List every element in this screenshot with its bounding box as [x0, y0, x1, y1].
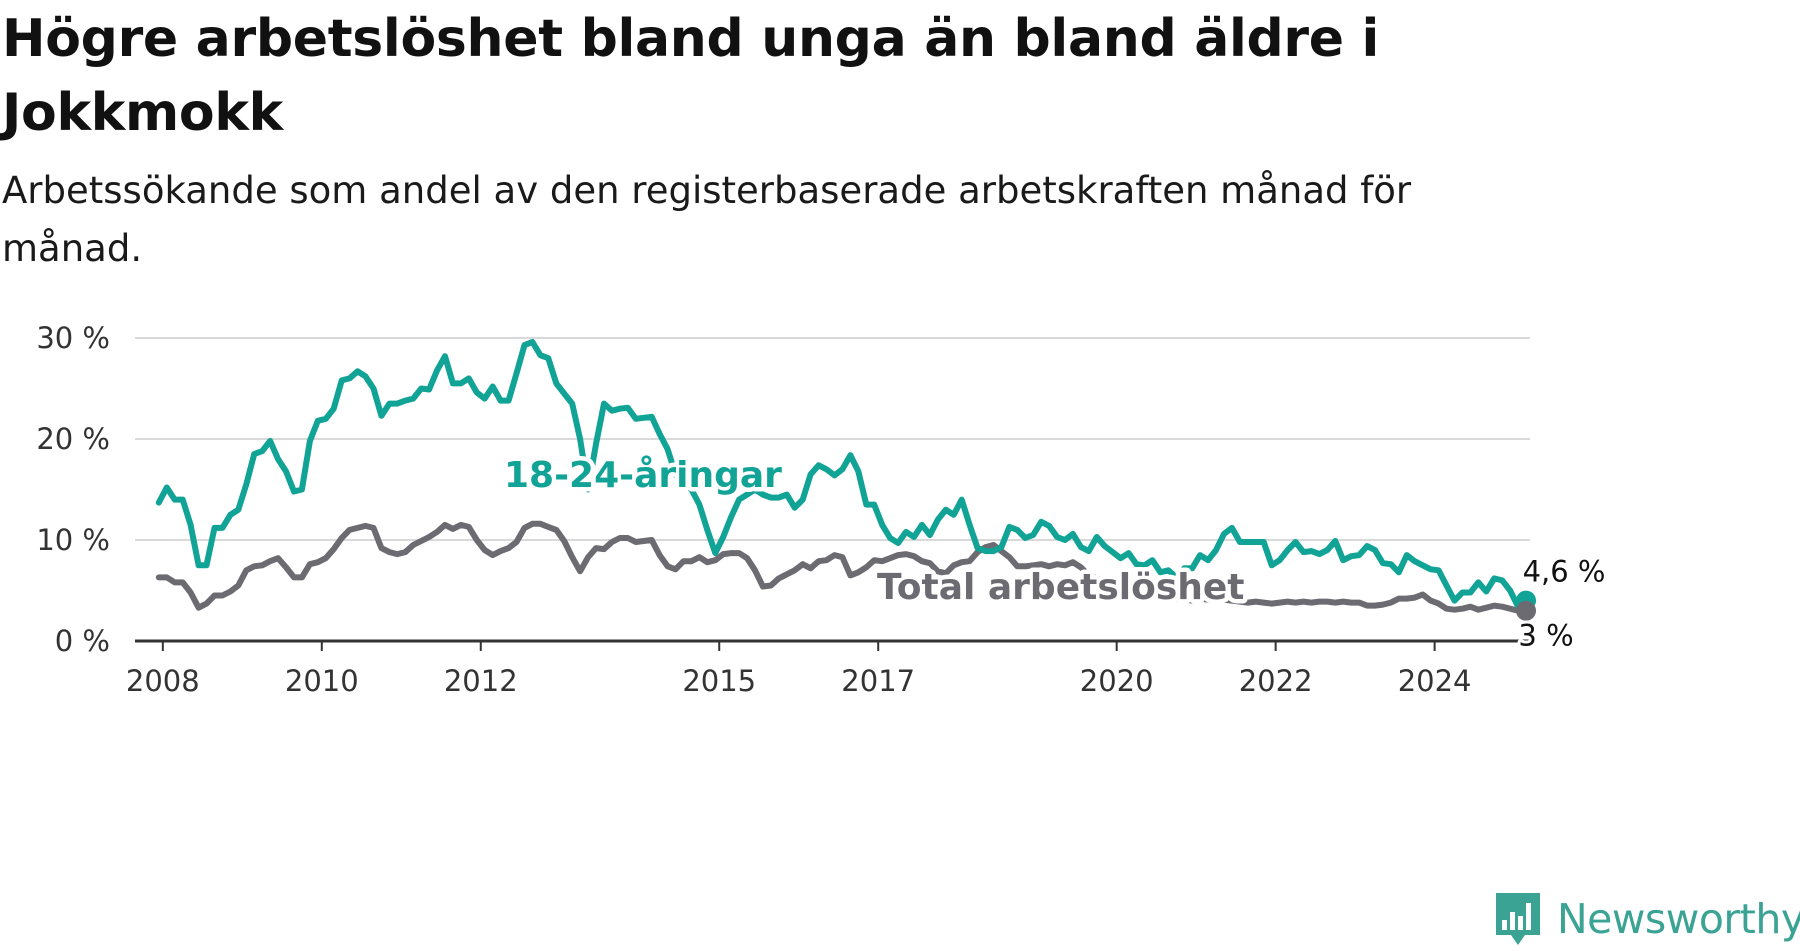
series-label-total-arbetsl-shet: Total arbetslöshet	[877, 567, 1245, 608]
newsworthy-logo-icon	[1496, 893, 1540, 945]
y-tick-label: 20 %	[36, 422, 110, 456]
series-labels: 4,6 % 3 % 18-24-åringar Total arbetslöshet	[500, 451, 1609, 656]
x-tick-label: 2010	[285, 664, 359, 698]
x-tick-label: 2008	[126, 664, 200, 698]
y-axis: 0 % 10 % 20 % 30 %	[36, 321, 110, 658]
gridlines	[135, 337, 1530, 541]
x-tick-label: 2012	[444, 664, 518, 698]
x-tick-label: 2015	[682, 664, 756, 698]
x-tick-label: 2022	[1239, 664, 1313, 698]
brand-logo[interactable]: Newsworthy	[1493, 887, 1800, 951]
series-line-total-arbetsl-shet	[155, 520, 1529, 614]
y-tick-label: 0 %	[55, 624, 110, 658]
series-label-18-24-ringar: 18-24-åringar	[504, 455, 782, 496]
chart-title: Högre arbetslöshet bland unga än bland ä…	[2, 9, 1380, 143]
brand-name: Newsworthy	[1557, 895, 1800, 943]
y-tick-label: 10 %	[36, 523, 110, 557]
series-lines	[155, 339, 1529, 614]
chart-subtitle: Arbetssökande som andel av den registerb…	[2, 169, 1412, 270]
y-tick-label: 30 %	[36, 321, 110, 355]
x-tick-label: 2024	[1398, 664, 1472, 698]
end-value-label: 4,6 %	[1523, 555, 1606, 589]
end-marker	[1516, 600, 1537, 621]
x-tick-label: 2020	[1080, 664, 1154, 698]
x-axis: 2008 2010 2012 2015 2017 2020 2022 2024	[126, 639, 1530, 698]
end-value-label: 3 %	[1518, 619, 1573, 653]
series-line-18-24-ringar	[155, 339, 1529, 610]
x-tick-label: 2017	[841, 664, 915, 698]
